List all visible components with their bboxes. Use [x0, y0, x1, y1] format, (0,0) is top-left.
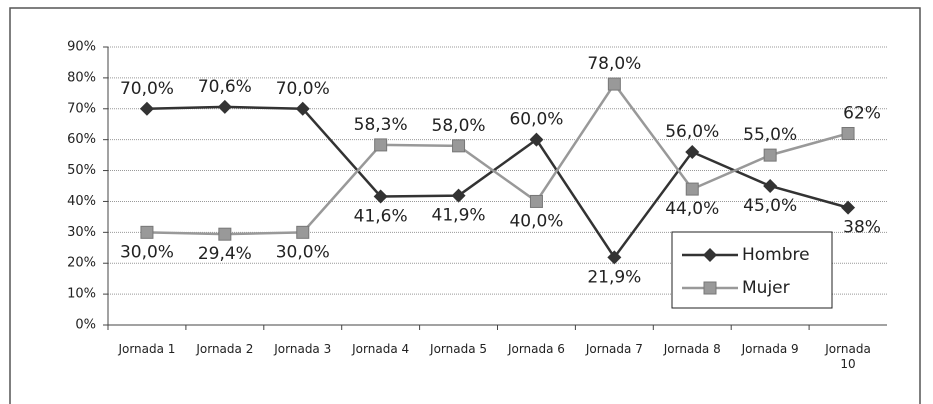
point: [607, 250, 622, 265]
x-tick-label: Jornada 8: [663, 342, 721, 356]
x-tick-label: Jornada 7: [585, 342, 643, 356]
point: [529, 194, 543, 208]
value-label: 30,0%: [276, 242, 330, 262]
x-tick-label: Jornada 2: [196, 342, 254, 356]
x-tick-label: Jornada 6: [507, 342, 565, 356]
legend-marker: [703, 281, 717, 295]
value-label: 60,0%: [509, 110, 563, 130]
legend-marker: [703, 248, 717, 262]
point: [140, 225, 154, 239]
value-label: 41,9%: [432, 206, 486, 226]
point: [295, 101, 310, 116]
value-label: 41,6%: [354, 207, 408, 227]
y-tick-label: 20%: [67, 256, 96, 271]
value-label: 45,0%: [743, 196, 797, 216]
point: [841, 200, 856, 215]
frame: [9, 7, 921, 404]
value-label: 78,0%: [587, 54, 641, 74]
x-tick-label: Jornada 3: [274, 342, 332, 356]
legend: Hombre Mujer: [671, 231, 833, 309]
y-tick-label: 70%: [67, 101, 96, 116]
y-tick-label: 50%: [67, 163, 96, 178]
x-tick-label: Jornada 5: [430, 342, 488, 356]
legend-label: Hombre: [742, 245, 810, 265]
value-label: 40,0%: [509, 211, 563, 231]
value-label: 30,0%: [120, 242, 174, 262]
point: [452, 139, 466, 153]
value-label: 29,4%: [198, 244, 252, 264]
y-tick-label: 90%: [67, 40, 96, 55]
value-label: 58,0%: [432, 116, 486, 136]
point: [218, 227, 232, 241]
value-label: 70,0%: [276, 79, 330, 99]
value-label: 70,6%: [198, 77, 252, 97]
series-line: [146, 81, 849, 236]
point: [374, 138, 388, 152]
point: [607, 77, 621, 91]
value-label: 58,3%: [354, 115, 408, 135]
y-tick-label: 30%: [67, 225, 96, 240]
point: [763, 148, 777, 162]
point: [296, 225, 310, 239]
value-label: 55,0%: [743, 125, 797, 145]
value-label: 56,0%: [665, 122, 719, 142]
legend-label: Mujer: [742, 278, 790, 298]
value-label: 62%: [843, 103, 881, 123]
point: [139, 101, 154, 116]
y-tick-label: 10%: [67, 287, 96, 302]
point: [763, 179, 778, 193]
y-tick-label: 0%: [75, 318, 96, 333]
point: [529, 132, 544, 147]
y-tick-label: 40%: [67, 194, 96, 209]
point: [685, 145, 700, 160]
x-tick-label: Jornada 10: [825, 342, 871, 371]
y-tick-label: 80%: [67, 70, 96, 85]
value-label: 70,0%: [120, 79, 174, 99]
point: [373, 189, 388, 204]
x-tick-label: Jornada 4: [352, 342, 410, 356]
legend-box: [671, 231, 833, 309]
point: [841, 126, 855, 140]
value-label: 21,9%: [587, 267, 641, 287]
y-tick-label: 60%: [67, 132, 96, 147]
point: [451, 188, 466, 203]
point: [217, 99, 232, 114]
x-tick-label: Jornada 1: [118, 342, 176, 356]
value-label: 44,0%: [665, 199, 719, 219]
series-line: [146, 105, 849, 260]
point: [685, 182, 699, 196]
x-tick-label: Jornada 9: [741, 342, 799, 356]
value-label: 38%: [843, 218, 881, 238]
